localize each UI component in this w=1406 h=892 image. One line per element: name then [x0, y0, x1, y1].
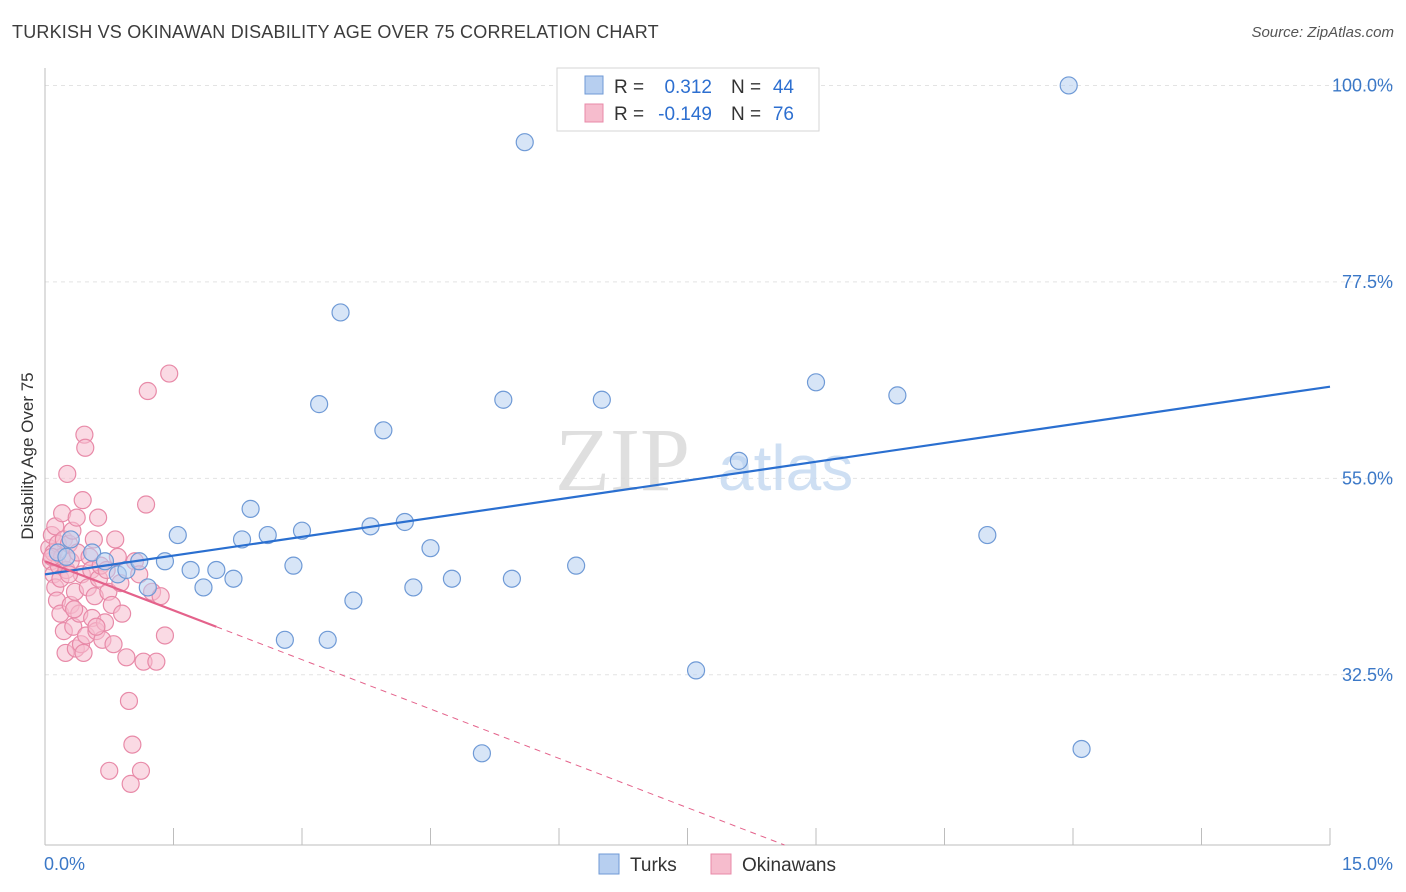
turks-point — [310, 395, 329, 414]
turks-point — [207, 560, 226, 580]
okinawans-trend-line — [44, 560, 217, 628]
turks-point — [181, 560, 200, 580]
turks-point — [592, 390, 611, 409]
chart-title: TURKISH VS OKINAWAN DISABILITY AGE OVER … — [12, 22, 659, 42]
turks-point — [442, 569, 462, 588]
okinawans-point — [123, 735, 142, 754]
turks-point — [284, 556, 303, 575]
turks-trend-line — [44, 385, 1331, 576]
turks-point — [374, 421, 393, 440]
turks-point — [404, 578, 423, 597]
legend-turks-n-value: 44 — [773, 77, 795, 98]
turks-point — [494, 390, 513, 409]
y-tick-labels: 32.5% 55.0% 77.5% 100.0% — [1332, 75, 1393, 684]
bottom-legend-turks-swatch — [598, 853, 620, 875]
y-tick-label: 100.0% — [1332, 75, 1393, 95]
turks-point — [1059, 76, 1078, 95]
bottom-legend-okinawans-label: Okinawans — [742, 855, 836, 876]
turks-point — [567, 556, 586, 575]
turks-point — [275, 630, 294, 649]
gridlines — [45, 84, 1393, 676]
okinawans-point — [160, 364, 179, 383]
x-tick-marks — [173, 828, 1331, 845]
turks-point — [331, 303, 350, 322]
okinawans-point — [104, 635, 123, 654]
legend-turks-n-label: N = — [731, 77, 761, 98]
x-tick-label-max: 15.0% — [1342, 854, 1393, 874]
turks-point — [258, 525, 277, 545]
okinawans-point — [112, 604, 132, 623]
turks-point — [194, 578, 213, 597]
okinawans-point — [74, 643, 93, 663]
okinawans-trend-line-dashed — [216, 626, 785, 846]
y-tick-label: 32.5% — [1342, 665, 1393, 685]
okinawans-point — [106, 530, 125, 549]
okinawans-point — [67, 508, 86, 527]
legend: R = 0.312 N = 44 R = -0.149 N = 76 — [556, 67, 820, 132]
turks-point — [515, 133, 534, 152]
y-axis-label: Disability Age Over 75 — [18, 372, 37, 539]
turks-point — [1072, 739, 1091, 759]
legend-turks-r-value: 0.312 — [664, 77, 712, 98]
turks-point — [292, 521, 312, 540]
turks-point — [241, 499, 260, 518]
y-tick-label: 77.5% — [1342, 272, 1393, 292]
turks-point — [978, 525, 997, 545]
turks-point — [232, 530, 252, 549]
legend-okinawans-swatch — [584, 103, 604, 123]
okinawans-point — [87, 617, 106, 636]
trend-lines — [44, 385, 1331, 846]
bottom-legend: Turks Okinawans — [598, 853, 836, 876]
okinawans-point — [119, 691, 139, 711]
x-tick-label-min: 0.0% — [44, 854, 85, 874]
turks-point — [686, 661, 706, 680]
okinawans-point — [121, 774, 140, 793]
okinawans-series — [40, 364, 179, 793]
turks-point — [421, 539, 440, 558]
okinawans-point — [136, 495, 156, 514]
turks-point — [502, 569, 521, 588]
y-tick-label: 55.0% — [1342, 468, 1393, 488]
legend-turks-swatch — [584, 75, 604, 95]
legend-okinawans-n-label: N = — [731, 104, 761, 125]
watermark-zip: ZIP — [555, 411, 690, 510]
turks-point — [806, 373, 826, 392]
legend-turks-r-label: R = — [614, 77, 644, 98]
okinawans-point — [58, 464, 77, 484]
turks-point — [472, 744, 491, 763]
okinawans-point — [147, 652, 166, 671]
watermark: ZIP atlas — [555, 411, 853, 510]
bottom-legend-okinawans-swatch — [710, 853, 732, 875]
okinawans-point — [76, 438, 95, 457]
okinawans-point — [117, 648, 136, 667]
legend-okinawans-n-value: 76 — [773, 104, 794, 125]
okinawans-point — [65, 600, 84, 619]
turks-point — [888, 386, 907, 405]
legend-okinawans-r-value: -0.149 — [658, 104, 712, 125]
source-label: Source: ZipAtlas.com — [1251, 24, 1394, 41]
turks-point — [57, 547, 76, 566]
turks-point — [344, 591, 363, 610]
okinawans-point — [131, 761, 151, 780]
turks-point — [138, 578, 157, 597]
okinawans-point — [73, 491, 92, 510]
turks-point — [61, 530, 80, 549]
bottom-legend-turks-label: Turks — [630, 855, 677, 876]
turks-point — [729, 451, 749, 470]
turks-point — [224, 569, 243, 588]
legend-okinawans-r-label: R = — [614, 104, 644, 125]
okinawans-point — [155, 626, 175, 645]
okinawans-point — [100, 761, 119, 780]
okinawans-point — [89, 508, 108, 527]
turks-point — [168, 525, 187, 545]
okinawans-point — [138, 381, 157, 401]
turks-point — [318, 630, 337, 649]
turks-point — [83, 543, 102, 562]
